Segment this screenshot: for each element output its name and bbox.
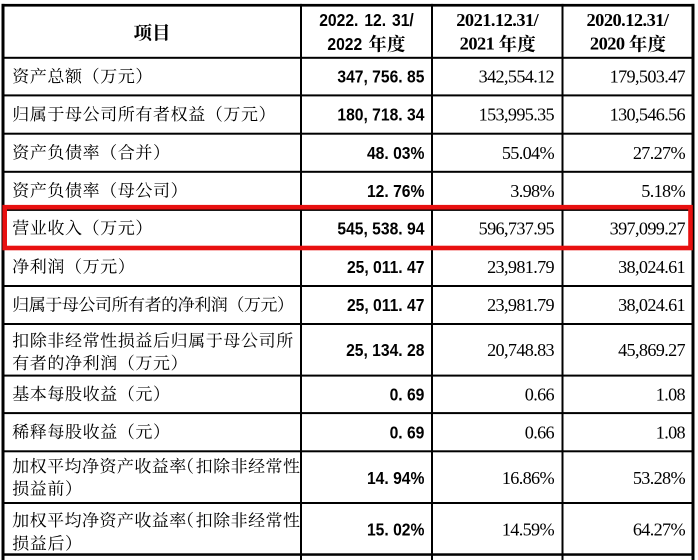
svg-text:1.08: 1.08	[656, 384, 686, 404]
svg-text:38,024.61: 38,024.61	[618, 257, 685, 277]
svg-text:2021: 2021	[460, 33, 495, 53]
svg-text:596,737.95: 596,737.95	[479, 218, 555, 238]
svg-text:1.08: 1.08	[656, 422, 686, 442]
svg-text:5.18%: 5.18%	[641, 181, 685, 201]
svg-text:38,024.61: 38,024.61	[618, 295, 685, 315]
svg-text:0. 69: 0. 69	[390, 384, 425, 404]
svg-text:2020: 2020	[590, 33, 625, 53]
svg-text:53.28%: 53.28%	[633, 468, 686, 488]
svg-text:25, 011. 47: 25, 011. 47	[347, 295, 424, 315]
svg-text:14. 94%: 14. 94%	[367, 468, 425, 488]
svg-text:15. 02%: 15. 02%	[367, 519, 425, 539]
svg-text:16.86%: 16.86%	[502, 468, 555, 488]
svg-text:153,995.35: 153,995.35	[479, 105, 555, 125]
svg-text:130,546.56: 130,546.56	[610, 105, 686, 125]
svg-text:0. 69: 0. 69	[390, 422, 425, 442]
svg-text:45,869.27: 45,869.27	[618, 340, 685, 360]
svg-text:23,981.79: 23,981.79	[487, 295, 554, 315]
svg-text:48. 03%: 48. 03%	[367, 143, 425, 163]
svg-text:14.59%: 14.59%	[502, 519, 555, 539]
svg-text:25, 134. 28: 25, 134. 28	[346, 340, 424, 360]
svg-text:347, 756. 85: 347, 756. 85	[337, 67, 424, 87]
svg-text:2022. 12. 31/: 2022. 12. 31/	[319, 10, 414, 30]
svg-text:2020.12.31/: 2020.12.31/	[587, 10, 670, 30]
svg-text:55.04%: 55.04%	[502, 143, 555, 163]
svg-text:2022: 2022	[327, 34, 362, 54]
svg-text:2021.12.31/: 2021.12.31/	[456, 10, 539, 30]
svg-text:342,554.12: 342,554.12	[479, 67, 555, 87]
svg-text:545, 538. 94: 545, 538. 94	[337, 218, 425, 238]
svg-text:0.66: 0.66	[525, 384, 555, 404]
svg-text:397,099.27: 397,099.27	[610, 218, 686, 238]
svg-text:179,503.47: 179,503.47	[610, 67, 686, 87]
svg-text:27.27%: 27.27%	[633, 143, 686, 163]
svg-text:20,748.83: 20,748.83	[487, 340, 554, 360]
svg-text:3.98%: 3.98%	[510, 181, 554, 201]
svg-text:12. 76%: 12. 76%	[367, 181, 425, 201]
svg-text:180, 718. 34: 180, 718. 34	[337, 105, 425, 125]
svg-text:0.66: 0.66	[525, 422, 555, 442]
svg-text:64.27%: 64.27%	[633, 519, 686, 539]
svg-text:25, 011. 47: 25, 011. 47	[347, 257, 424, 277]
svg-text:23,981.79: 23,981.79	[487, 257, 554, 277]
